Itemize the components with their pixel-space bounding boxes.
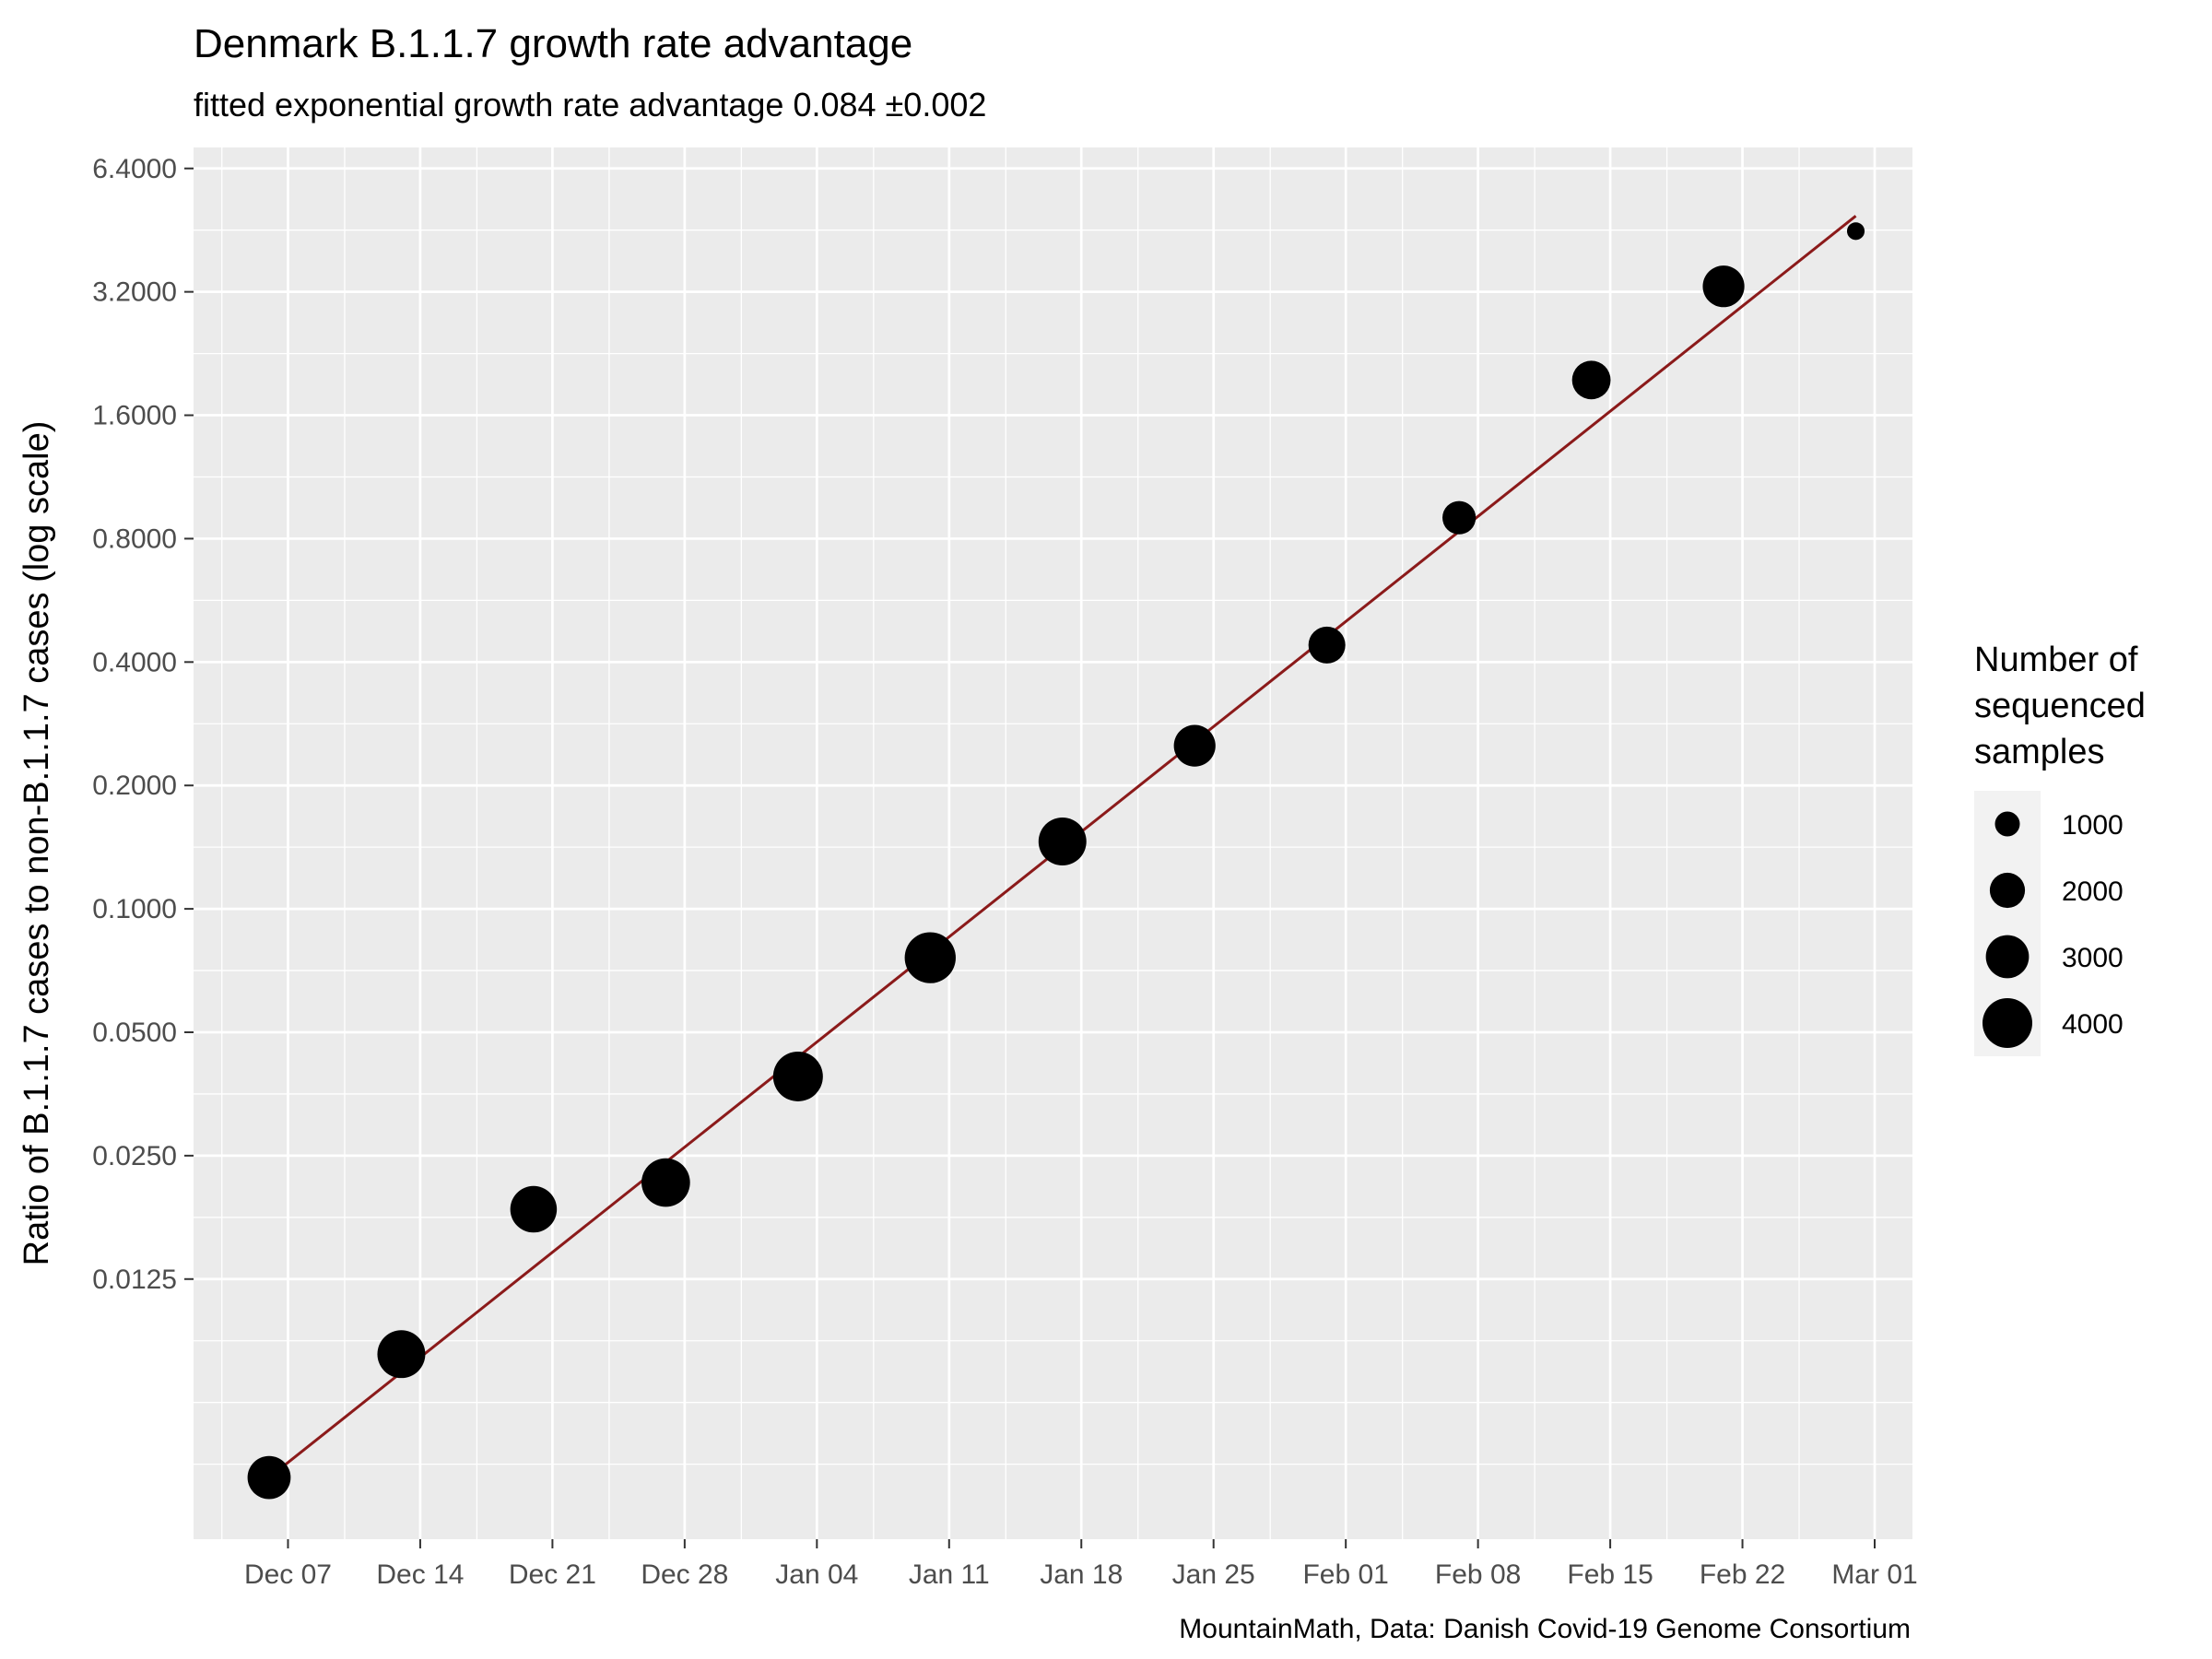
data-point: [1442, 500, 1477, 535]
data-point: [1846, 222, 1865, 241]
data-point: [510, 1185, 558, 1233]
x-tick-label: Feb 15: [1567, 1559, 1653, 1590]
y-tick-label: 0.8000: [92, 524, 177, 554]
legend-title: Number of: [1974, 641, 2138, 679]
data-point: [247, 1455, 291, 1500]
legend-key-point: [1994, 811, 2020, 837]
x-tick-label: Jan 11: [909, 1559, 990, 1590]
y-tick-label: 1.6000: [92, 401, 177, 431]
legend-label: 2000: [2062, 877, 2124, 907]
legend-key-point: [1989, 872, 2026, 909]
data-point: [641, 1158, 690, 1207]
x-tick-label: Feb 08: [1435, 1559, 1521, 1590]
x-tick-label: Dec 07: [244, 1559, 332, 1590]
legend-label: 1000: [2062, 810, 2124, 841]
x-tick-label: Dec 21: [509, 1559, 596, 1590]
data-point: [1308, 626, 1346, 664]
data-point: [904, 932, 956, 983]
x-axis: Dec 07 Dec 14 Dec 21 Dec 28 Jan 04 Jan 11 Jan …: [244, 1539, 1918, 1590]
data-point: [1038, 818, 1087, 865]
chart-subtitle: fitted exponential growth rate advantage…: [194, 86, 986, 124]
y-axis: 0.0125 0.0250 0.0500 0.1000 0.2000 0.4000 0.80…: [92, 154, 194, 1295]
x-tick-label: Dec 28: [641, 1559, 728, 1590]
size-legend: Number of sequenced samples 1000 2000 3000 400…: [1974, 641, 2146, 1056]
chart-title: Denmark B.1.1.7 growth rate advantage: [194, 21, 912, 66]
y-tick-label: 0.2000: [92, 771, 177, 801]
x-tick-label: Jan 18: [1040, 1559, 1123, 1590]
minor-gridlines: [194, 147, 1912, 1539]
x-tick-label: Dec 14: [376, 1559, 464, 1590]
data-point: [377, 1330, 426, 1379]
data-point: [1702, 265, 1745, 308]
chart-caption: MountainMath, Data: Danish Covid-19 Geno…: [1179, 1614, 1911, 1644]
y-axis-label: Ratio of B.1.1.7 cases to non-B.1.1.7 ca…: [18, 421, 56, 1266]
data-point: [1173, 724, 1216, 767]
y-tick-label: 0.1000: [92, 894, 177, 924]
legend-title: sequenced: [1974, 687, 2146, 725]
x-tick-label: Feb 22: [1700, 1559, 1785, 1590]
legend-title: samples: [1974, 733, 2105, 771]
x-tick-label: Jan 04: [775, 1559, 858, 1590]
y-tick-label: 0.0125: [92, 1265, 177, 1295]
y-tick-label: 0.0500: [92, 1018, 177, 1048]
legend-label: 3000: [2062, 943, 2124, 973]
legend-key-point: [1985, 935, 2030, 979]
points-layer: [247, 222, 1865, 1500]
legend-key-point: [1983, 998, 2032, 1048]
y-tick-label: 3.2000: [92, 277, 177, 308]
legend-label: 4000: [2062, 1009, 2124, 1040]
y-tick-label: 6.4000: [92, 154, 177, 184]
data-point: [1571, 360, 1611, 400]
x-tick-label: Jan 25: [1172, 1559, 1255, 1590]
major-gridlines: [194, 147, 1912, 1539]
data-point: [772, 1051, 823, 1101]
y-tick-label: 0.4000: [92, 647, 177, 677]
x-tick-label: Feb 01: [1302, 1559, 1388, 1590]
y-tick-label: 0.0250: [92, 1141, 177, 1171]
x-tick-label: Mar 01: [1831, 1559, 1917, 1590]
